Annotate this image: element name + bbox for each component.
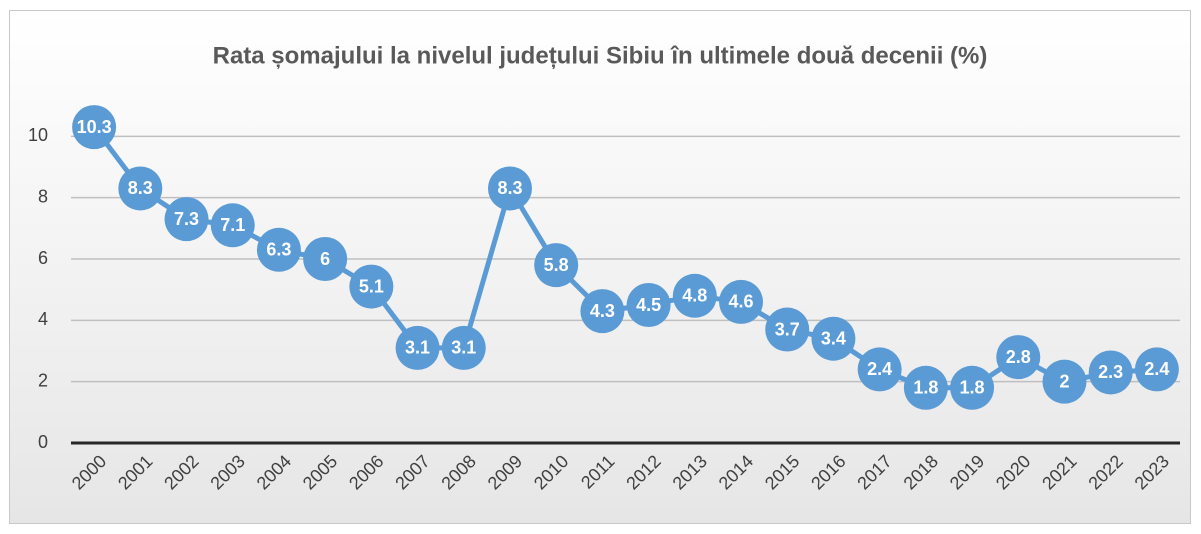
marker — [164, 197, 209, 242]
marker — [395, 325, 440, 370]
data-label: 2.3 — [1098, 362, 1123, 382]
marker — [487, 166, 532, 211]
marker — [256, 227, 301, 272]
y-tick-label: 4 — [38, 309, 48, 329]
data-label: 3.7 — [775, 319, 800, 339]
marker — [534, 243, 579, 288]
data-label: 1.8 — [913, 378, 938, 398]
marker — [1134, 347, 1179, 392]
marker — [1088, 350, 1133, 395]
data-label: 4.5 — [636, 295, 661, 315]
data-label: 3.4 — [821, 328, 846, 348]
marker — [72, 105, 117, 150]
y-tick-label: 2 — [38, 370, 48, 390]
marker — [626, 283, 671, 327]
marker — [857, 347, 902, 392]
marker — [765, 307, 810, 352]
data-label: 5.1 — [359, 276, 384, 296]
data-label: 2 — [1059, 371, 1069, 391]
data-label: 3.1 — [405, 338, 430, 358]
y-tick-label: 6 — [38, 248, 48, 268]
data-label: 10.3 — [77, 117, 112, 137]
marker — [996, 335, 1041, 380]
data-label: 4.8 — [682, 286, 707, 306]
marker — [441, 325, 486, 370]
data-label: 6.3 — [266, 240, 291, 260]
data-label: 3.1 — [451, 338, 476, 358]
marker — [950, 365, 995, 410]
y-tick-label: 8 — [38, 186, 48, 206]
marker — [672, 273, 717, 318]
data-label: 4.3 — [590, 301, 615, 321]
marker — [210, 203, 255, 248]
marker — [580, 289, 625, 334]
y-tick-label: 10 — [28, 125, 48, 145]
marker — [349, 264, 394, 309]
data-label: 7.3 — [174, 209, 199, 229]
data-label: 8.3 — [497, 178, 522, 198]
data-label: 5.8 — [544, 255, 569, 275]
y-tick-label: 0 — [38, 432, 48, 452]
data-label: 2.4 — [1144, 359, 1169, 379]
marker — [303, 237, 348, 281]
marker — [903, 365, 948, 410]
marker — [719, 279, 764, 324]
data-label: 1.8 — [960, 378, 985, 398]
data-label: 4.6 — [729, 292, 754, 312]
marker — [118, 166, 163, 211]
data-label: 8.3 — [128, 178, 153, 198]
marker — [811, 316, 856, 361]
marker — [1042, 359, 1087, 404]
data-label: 2.8 — [1006, 347, 1031, 367]
chart-title: Rata șomajului la nivelul județului Sibi… — [213, 42, 988, 69]
data-label: 7.1 — [220, 215, 245, 235]
data-label: 6 — [320, 249, 330, 269]
chart-background — [9, 10, 1191, 524]
data-label: 2.4 — [867, 359, 892, 379]
